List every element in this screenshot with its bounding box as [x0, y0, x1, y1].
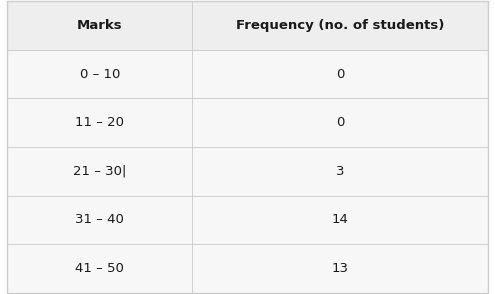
- Text: 11 – 20: 11 – 20: [75, 116, 124, 129]
- Bar: [7, 147, 192, 196]
- Text: 14: 14: [332, 213, 348, 226]
- Bar: [192, 50, 488, 98]
- Text: Marks: Marks: [77, 19, 123, 32]
- Bar: [7, 196, 192, 244]
- Bar: [7, 50, 192, 98]
- Text: 0: 0: [336, 116, 344, 129]
- Bar: [7, 244, 192, 293]
- Bar: [192, 98, 488, 147]
- Text: 0: 0: [336, 68, 344, 81]
- Text: 0 – 10: 0 – 10: [80, 68, 120, 81]
- Text: 31 – 40: 31 – 40: [75, 213, 124, 226]
- Text: 21 – 30|: 21 – 30|: [73, 165, 127, 178]
- Text: Frequency (no. of students): Frequency (no. of students): [236, 19, 444, 32]
- Bar: [7, 1, 192, 50]
- Text: 41 – 50: 41 – 50: [75, 262, 124, 275]
- Text: 3: 3: [336, 165, 344, 178]
- Bar: [192, 196, 488, 244]
- Bar: [192, 147, 488, 196]
- Bar: [192, 1, 488, 50]
- Bar: [7, 98, 192, 147]
- Text: 13: 13: [332, 262, 348, 275]
- Bar: [192, 244, 488, 293]
